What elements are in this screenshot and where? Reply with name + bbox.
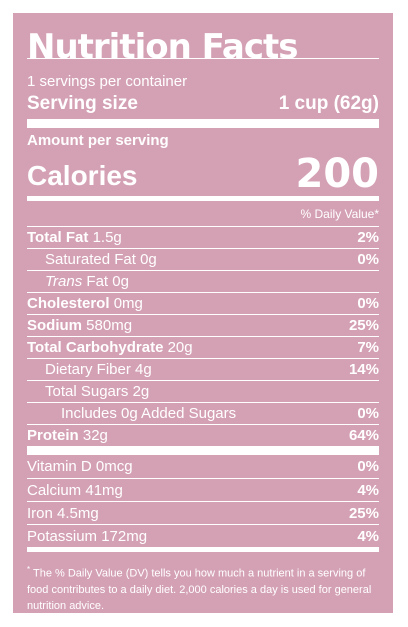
nutrient-name: Trans [45, 273, 83, 290]
nutrient-dv: 25% [348, 317, 379, 334]
daily-value-header: % Daily Value* [300, 207, 379, 221]
vitamin-dv: 4% [357, 481, 379, 499]
divider-thick [27, 446, 379, 455]
nutrient-name: Protein [27, 427, 79, 444]
nutrient-row-total-sugars: Total Sugars 2g [27, 380, 379, 402]
vitamin-dv: 25% [348, 504, 379, 522]
nutrient-row-trans-fat: Trans Fat 0g [27, 270, 379, 292]
serving-size-row: Serving size 1 cup (62g) [27, 91, 379, 119]
vitamin-name: Vitamin D [27, 458, 92, 475]
nutrient-row-saturated-fat: Saturated Fat 0g 0% [27, 248, 379, 270]
nutrient-row-sodium: Sodium 580mg 25% [27, 314, 379, 336]
vitamin-amount: 172mg [101, 527, 148, 545]
servings-per-container: 1 servings per container [27, 73, 188, 90]
nutrient-row-added-sugars: Includes 0g Added Sugars 0% [27, 402, 379, 424]
nutrient-dv: 0% [357, 405, 379, 422]
nutrient-row-protein: Protein 32g 64% [27, 424, 379, 446]
divider-medium [27, 547, 379, 552]
divider-medium [27, 196, 379, 201]
footnote-text: The % Daily Value (DV) tells you how muc… [27, 567, 372, 612]
vitamin-list: Vitamin D 0mcg 0% Calcium 41mg 4% Iron 4… [27, 455, 379, 547]
vitamin-row-iron: Iron 4.5mg 25% [27, 501, 379, 524]
footnote: * The % Daily Value (DV) tells you how m… [27, 552, 379, 614]
nutrient-amount: 580mg [86, 317, 133, 334]
nutrient-name: Includes 0g Added Sugars [61, 405, 237, 422]
nutrient-amount: 20g [167, 339, 193, 356]
vitamin-name: Calcium [27, 481, 82, 499]
vitamin-amount: 4.5mg [57, 504, 99, 522]
divider-thick [27, 119, 379, 128]
nutrient-name: Total Sugars [45, 383, 129, 400]
nutrient-dv: 0% [357, 251, 379, 268]
nutrient-name: Cholesterol [27, 295, 110, 312]
nutrient-row-cholesterol: Cholesterol 0mg 0% [27, 292, 379, 314]
nutrient-name: Saturated Fat [45, 251, 136, 268]
serving-size-value: 1 cup (62g) [278, 93, 379, 114]
vitamin-dv: 4% [357, 527, 379, 545]
calories-value: 200 [295, 151, 380, 197]
nutrient-amount: 1.5g [92, 229, 122, 246]
vitamin-dv: 0% [357, 458, 379, 475]
nutrient-name: Total Fat [27, 229, 89, 246]
vitamin-amount: 0mcg [95, 458, 133, 475]
nutrient-dv: 2% [357, 229, 379, 246]
nutrient-amount: 32g [82, 427, 108, 444]
nutrient-name: Sodium [27, 317, 82, 334]
nutrient-row-dietary-fiber: Dietary Fiber 4g 14% [27, 358, 379, 380]
vitamin-name: Potassium [27, 527, 98, 545]
calories-label: Calories [27, 160, 138, 191]
nutrition-facts-label: Nutrition Facts 1 servings per container… [10, 10, 396, 616]
nutrient-list: Total Fat 1.5g 2% Saturated Fat 0g 0% Tr… [27, 226, 379, 446]
nutrient-amount: 0mg [113, 295, 143, 312]
nutrient-name: Total Carbohydrate [27, 339, 164, 356]
nutrient-name-suffix: Fat [86, 273, 109, 290]
nutrient-dv: 0% [357, 295, 379, 312]
vitamin-row-potassium: Potassium 172mg 4% [27, 524, 379, 547]
nutrient-dv: 7% [357, 339, 379, 356]
serving-size-label: Serving size [27, 93, 138, 114]
label-title: Nutrition Facts [27, 27, 298, 67]
nutrient-dv: 64% [348, 427, 379, 444]
footnote-mark: * [27, 565, 31, 574]
divider [27, 58, 379, 59]
nutrient-amount: 0g [140, 251, 157, 268]
nutrient-row-total-fat: Total Fat 1.5g 2% [27, 226, 379, 248]
vitamin-row-calcium: Calcium 41mg 4% [27, 478, 379, 501]
vitamin-row-vitamin-d: Vitamin D 0mcg 0% [27, 455, 379, 478]
vitamin-amount: 41mg [85, 481, 123, 499]
vitamin-name: Iron [27, 504, 53, 522]
nutrient-amount: 2g [132, 383, 150, 400]
nutrient-row-total-carbohydrate: Total Carbohydrate 20g 7% [27, 336, 379, 358]
nutrient-amount: 4g [135, 361, 152, 378]
nutrient-amount: 0g [112, 273, 129, 290]
nutrient-dv: 14% [348, 361, 379, 378]
nutrient-name: Dietary Fiber [45, 361, 131, 378]
calories-row: Calories 200 [27, 150, 379, 196]
amount-per-serving: Amount per serving [27, 132, 169, 149]
